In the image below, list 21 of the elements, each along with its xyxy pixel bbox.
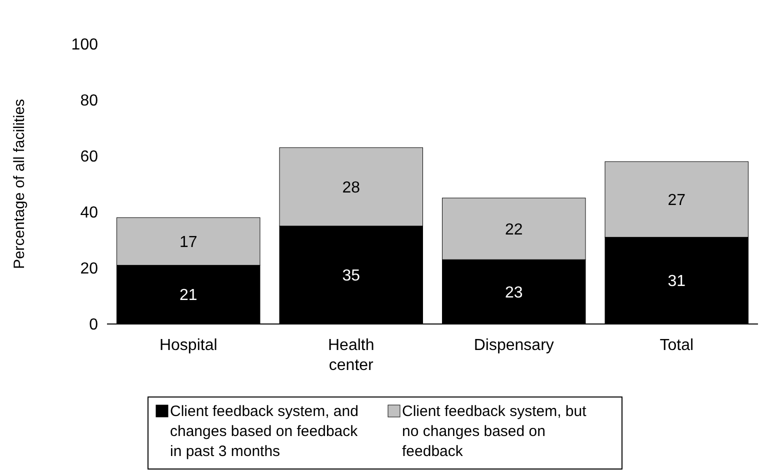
data-label: 23: [504, 284, 523, 302]
data-label: 21: [179, 287, 198, 304]
y-tick-label: 0: [89, 316, 98, 334]
y-tick-label: 20: [80, 260, 98, 278]
x-tick-label: Total: [660, 337, 694, 354]
y-tick-label: 80: [80, 92, 98, 110]
data-label: 35: [342, 268, 360, 285]
x-tick-label: Dispensary: [474, 337, 554, 354]
y-tick-label: 100: [71, 36, 98, 54]
data-label: 31: [668, 273, 686, 290]
y-tick-label: 40: [80, 204, 98, 222]
data-label: 27: [668, 192, 686, 209]
data-label: 28: [342, 179, 360, 196]
legend-label: Client feedback system, but no changes based on feedback: [402, 403, 588, 460]
x-tick-label: Health center: [328, 337, 374, 374]
data-label: 17: [179, 234, 198, 251]
y-tick-label: 60: [80, 148, 98, 166]
y-axis-title: Percentage of all facilities: [11, 98, 28, 270]
legend-label: Client feedback system, and changes based on feedback in past 3 months: [170, 403, 358, 460]
x-tick-label: Hospital: [159, 337, 218, 354]
data-label: 22: [504, 221, 523, 238]
